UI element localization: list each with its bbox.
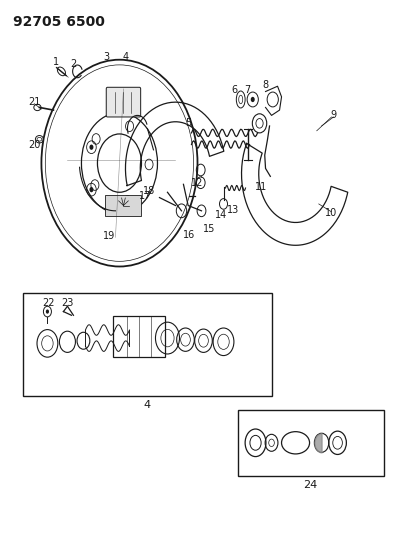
Text: 23: 23	[61, 297, 74, 308]
Bar	[23, 293, 272, 397]
Text: 18: 18	[143, 185, 155, 196]
Text: 14: 14	[214, 210, 227, 220]
Text: 7: 7	[244, 85, 251, 95]
Text: 21: 21	[28, 97, 40, 107]
FancyBboxPatch shape	[106, 87, 141, 117]
Text: 2: 2	[71, 59, 77, 69]
Text: 16: 16	[183, 230, 195, 240]
Text: 5: 5	[185, 118, 192, 128]
Text: 4: 4	[123, 52, 129, 62]
Circle shape	[89, 187, 93, 192]
Text: 9: 9	[330, 110, 337, 120]
Text: 17: 17	[139, 191, 151, 201]
Text: 24: 24	[303, 480, 318, 490]
Bar	[114, 317, 166, 357]
Text: 1: 1	[53, 57, 59, 67]
Text: 11: 11	[255, 182, 267, 192]
Text: 12: 12	[191, 178, 204, 188]
Text: 4: 4	[144, 400, 151, 410]
Text: 6: 6	[232, 85, 238, 95]
Bar	[106, 195, 141, 216]
Text: 19: 19	[102, 231, 115, 241]
Text: 20: 20	[28, 140, 40, 150]
Circle shape	[251, 97, 255, 102]
Circle shape	[89, 144, 93, 150]
Text: 3: 3	[103, 52, 109, 62]
Text: 92705 6500: 92705 6500	[13, 14, 105, 29]
Text: 8: 8	[262, 79, 268, 90]
Text: 15: 15	[203, 224, 215, 235]
Text: 13: 13	[226, 205, 239, 215]
Circle shape	[46, 310, 49, 314]
Text: 22: 22	[42, 297, 55, 308]
Text: 10: 10	[326, 208, 338, 219]
Bar	[237, 410, 384, 476]
